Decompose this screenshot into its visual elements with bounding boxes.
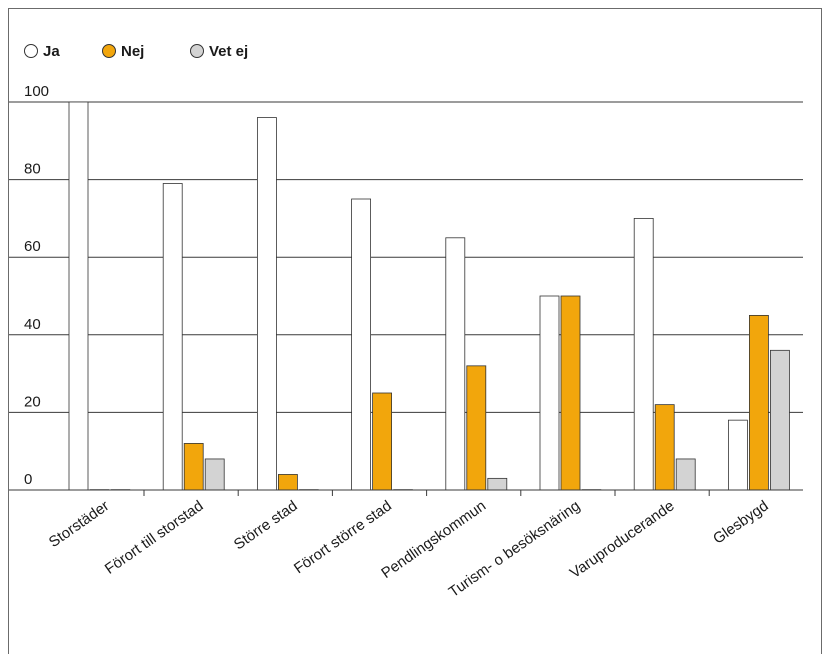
y-tick-label: 20 [24, 393, 41, 410]
bar-nej [183, 443, 204, 491]
bar-ja [351, 198, 372, 491]
bar-ja [445, 237, 466, 491]
y-tick-label: 0 [24, 471, 32, 488]
legend: Ja Nej Vet ej [24, 43, 248, 60]
bar-nej [749, 314, 769, 491]
bar-nej [654, 404, 675, 491]
y-axis-ticks: 0 20 40 60 80 100 [24, 83, 49, 488]
y-tick-label: 40 [24, 316, 41, 333]
bar-nej [277, 474, 298, 491]
x-category-label: Större stad [231, 497, 301, 553]
x-category-label: Förort till storstad [102, 497, 207, 577]
x-category-label: Storstäder [46, 497, 112, 551]
bar-ja [162, 183, 183, 491]
bar-nej [560, 295, 581, 491]
x-category-label: Glesbygd [710, 497, 772, 547]
x-category-label: Varuproducerande [567, 497, 678, 582]
legend-label-vet-ej: Vet ej [209, 43, 248, 60]
y-tick-label: 60 [24, 238, 41, 255]
y-tick-label: 100 [24, 83, 49, 100]
y-tick-label: 80 [24, 161, 41, 178]
bar-ja [728, 419, 748, 491]
x-axis [9, 489, 803, 496]
x-category-label: Förort större stad [291, 497, 395, 577]
bar-vet-ej [204, 458, 225, 491]
bar-ja [256, 117, 277, 491]
bars [68, 101, 790, 491]
bar-ja [633, 217, 654, 491]
bar-nej [466, 365, 487, 491]
legend-marker-vet-ej [190, 44, 204, 58]
gridlines [9, 101, 803, 413]
bar-vet-ej [675, 458, 696, 491]
legend-label-nej: Nej [121, 43, 144, 60]
legend-marker-ja [24, 44, 38, 58]
bar-vet-ej [770, 349, 790, 491]
bar-nej [372, 392, 393, 491]
bar-ja [539, 295, 560, 491]
legend-marker-nej [102, 44, 116, 58]
chart-frame [8, 8, 822, 654]
bar-ja [68, 101, 89, 491]
legend-label-ja: Ja [43, 43, 60, 60]
bar-vet-ej [487, 477, 508, 491]
